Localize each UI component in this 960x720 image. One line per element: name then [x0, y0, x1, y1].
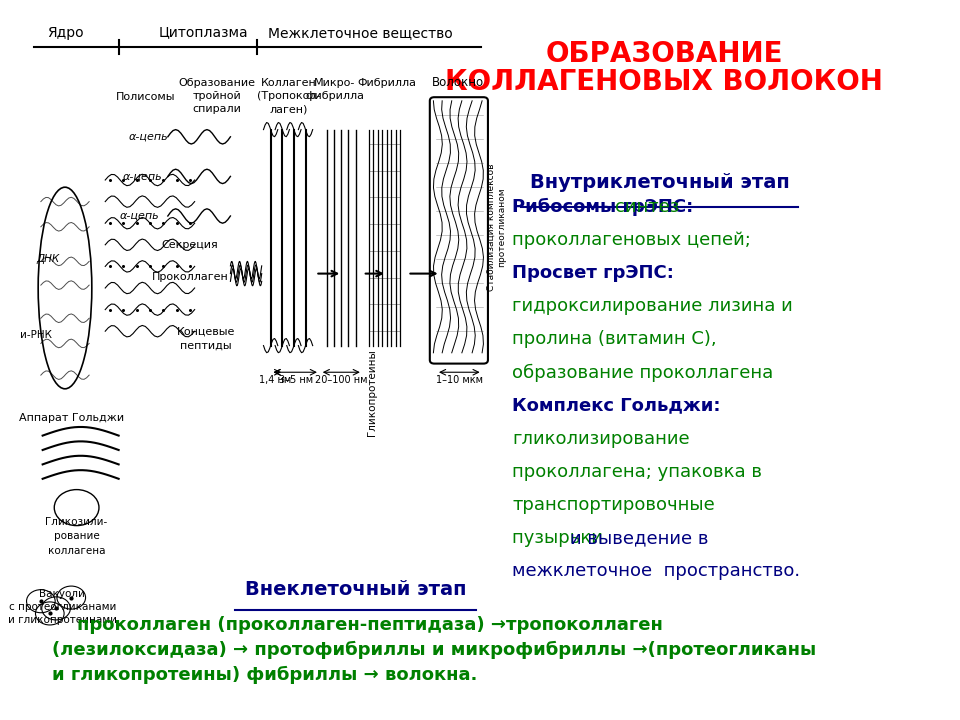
Text: α-цепь: α-цепь — [129, 132, 168, 142]
Text: Гликозили-: Гликозили- — [45, 517, 108, 527]
Text: Просвет грЭПС:: Просвет грЭПС: — [512, 264, 674, 282]
Text: 3–5 нм: 3–5 нм — [278, 375, 313, 385]
Text: 1–10 мкм: 1–10 мкм — [436, 375, 483, 385]
Text: ДНК: ДНК — [36, 254, 60, 264]
Text: пептиды: пептиды — [180, 341, 232, 351]
Text: Микро-: Микро- — [314, 78, 356, 88]
Text: проколлагеновых цепей;: проколлагеновых цепей; — [512, 231, 751, 249]
Text: Стабилизация комплексов
протеогликаном: Стабилизация комплексов протеогликаном — [487, 163, 506, 291]
Text: образование проколлагена: образование проколлагена — [512, 364, 774, 382]
Text: ОБРАЗОВАНИЕ: ОБРАЗОВАНИЕ — [545, 40, 782, 68]
Text: рование: рование — [54, 531, 100, 541]
Text: КОЛЛАГЕНОВЫХ ВОЛОКОН: КОЛЛАГЕНОВЫХ ВОЛОКОН — [445, 68, 883, 96]
Text: Концевые: Концевые — [177, 326, 235, 336]
Text: фибрилла: фибрилла — [305, 91, 365, 101]
Text: синтез: синтез — [615, 198, 680, 216]
Text: Аппарат Гольджи: Аппарат Гольджи — [18, 413, 124, 423]
Text: пролина (витамин С),: пролина (витамин С), — [512, 330, 717, 348]
Text: проколлагена; упаковка в: проколлагена; упаковка в — [512, 463, 762, 481]
Text: Комплекс Гольджи:: Комплекс Гольджи: — [512, 397, 721, 415]
Text: Межклеточное вещество: Межклеточное вещество — [268, 26, 452, 40]
Text: гликолизирование: гликолизирование — [512, 430, 689, 448]
Text: Секреция: Секреция — [162, 240, 219, 250]
Text: коллагена: коллагена — [48, 546, 106, 556]
Text: Внутриклеточный этап: Внутриклеточный этап — [530, 173, 789, 192]
Text: тройной: тройной — [193, 91, 241, 101]
Text: Гликопротеины: Гликопротеины — [367, 349, 376, 436]
Text: Цитоплазма: Цитоплазма — [158, 26, 249, 40]
Text: Фибрилла: Фибрилла — [357, 78, 417, 88]
Text: гидроксилирование лизина и: гидроксилирование лизина и — [512, 297, 793, 315]
Text: спирали: спирали — [193, 104, 241, 114]
Text: Полисомы: Полисомы — [116, 92, 176, 102]
Text: и-РНК: и-РНК — [19, 330, 52, 340]
Text: Ядро: Ядро — [47, 26, 84, 40]
Text: Волокно: Волокно — [432, 76, 485, 89]
Text: пузырьки: пузырьки — [512, 529, 609, 547]
Text: и гликопротеинами: и гликопротеинами — [8, 615, 117, 625]
Text: проколлаген (проколлаген-пептидаза) →тропоколлаген
(лезилоксидаза) → протофибрил: проколлаген (проколлаген-пептидаза) →тро… — [52, 616, 816, 684]
Text: и выведение в: и выведение в — [570, 529, 708, 547]
Text: Внеклеточный этап: Внеклеточный этап — [245, 580, 467, 598]
Text: α-цепь: α-цепь — [119, 211, 159, 221]
Text: (Тропокол-: (Тропокол- — [256, 91, 321, 102]
Text: межклеточное  пространство.: межклеточное пространство. — [512, 562, 801, 580]
Text: Проколлаген: Проколлаген — [152, 272, 228, 282]
Text: транспортировочные: транспортировочные — [512, 496, 715, 514]
Text: с протеогликанами: с протеогликанами — [9, 602, 116, 612]
Text: 1,4 нм: 1,4 нм — [259, 375, 291, 385]
Text: Образование: Образование — [179, 78, 255, 88]
Text: Вакуоли: Вакуоли — [39, 589, 85, 599]
Text: Коллаген: Коллаген — [261, 78, 317, 88]
Text: лаген): лаген) — [270, 104, 308, 114]
Text: 20–100 нм: 20–100 нм — [315, 375, 368, 385]
Text: α-цепь: α-цепь — [123, 171, 162, 181]
Text: Рибосомы грЭПС:: Рибосомы грЭПС: — [512, 198, 700, 216]
